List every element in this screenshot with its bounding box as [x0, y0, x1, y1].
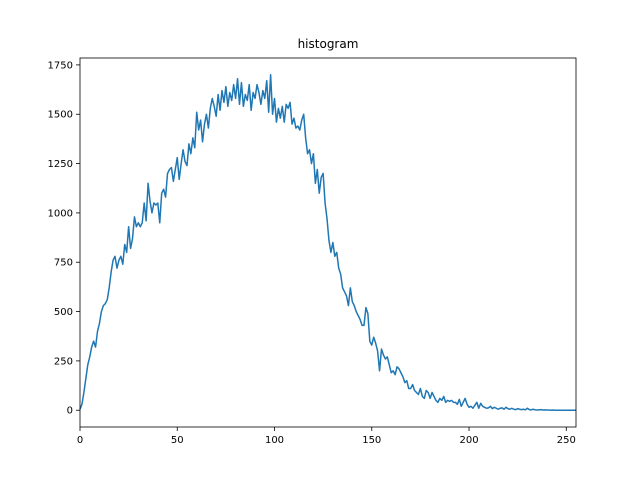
x-tick-label: 0 [77, 435, 83, 446]
plot-frame [79, 57, 577, 428]
x-tick-label: 150 [362, 435, 381, 446]
x-tick-label: 200 [459, 435, 478, 446]
chart-title: histogram [298, 37, 359, 51]
x-tick-label: 50 [171, 435, 184, 446]
y-tick-label: 500 [54, 307, 73, 318]
y-tick-label: 1000 [48, 208, 73, 219]
y-tick-label: 0 [67, 406, 73, 417]
y-tick-label: 1500 [48, 110, 73, 121]
y-tick-label: 1250 [48, 159, 73, 170]
y-axis: 0 250 500 750 1000 1250 1500 1750 [48, 60, 80, 417]
y-tick-label: 250 [54, 356, 73, 367]
y-tick-label: 1750 [48, 60, 73, 71]
y-tick-label: 750 [54, 258, 73, 269]
plot-area [79, 74, 576, 411]
x-tick-label: 250 [557, 435, 576, 446]
series-line-0 [79, 74, 576, 411]
x-tick-label: 100 [265, 435, 284, 446]
x-axis: 0 50 100 150 200 250 [77, 427, 576, 446]
